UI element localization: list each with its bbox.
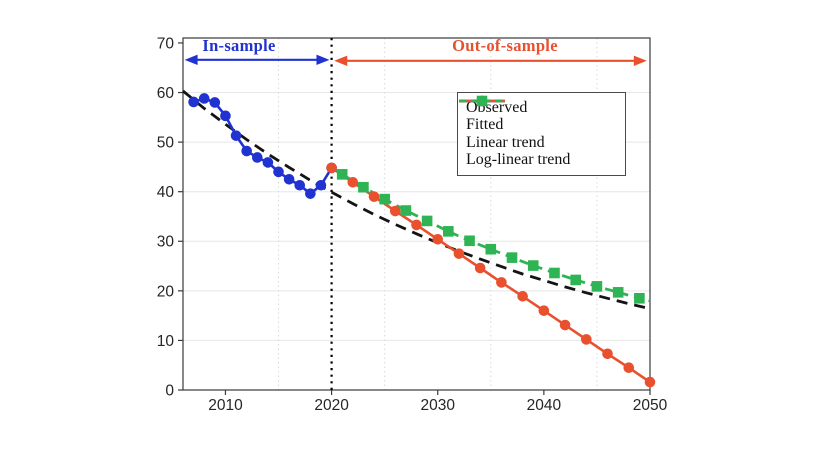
y-tick-label: 30 [157, 234, 175, 251]
x-tick-label: 2020 [314, 397, 349, 414]
circle-marker [273, 166, 284, 178]
x-tick-label: 2040 [527, 397, 562, 414]
y-tick-label: 10 [157, 333, 175, 350]
square-marker [506, 252, 518, 263]
in-sample-arrowhead-left [184, 54, 198, 66]
square-marker [358, 181, 369, 193]
circle-marker [220, 110, 231, 122]
circle-marker [559, 319, 571, 331]
circle-marker [283, 173, 295, 185]
circle-marker [241, 145, 252, 157]
circle-marker [623, 362, 635, 373]
out-of-sample-arrowhead-right [633, 55, 647, 67]
x-tick-label: 2010 [208, 397, 243, 414]
legend-item-log-linear-trend: Log-linear trend [459, 95, 617, 169]
circle-marker [209, 97, 221, 108]
square-marker [549, 267, 560, 279]
out-of-sample-arrowhead-left [334, 55, 348, 67]
circle-marker [517, 290, 528, 302]
circle-marker [315, 179, 327, 191]
square-marker [570, 274, 582, 286]
legend-square-marker [476, 95, 488, 107]
x-tick-label: 2030 [420, 397, 455, 414]
circle-marker [347, 176, 359, 188]
y-tick-label: 70 [157, 35, 175, 52]
square-marker [464, 235, 475, 247]
circle-marker [251, 152, 263, 163]
circle-marker [453, 248, 465, 259]
series-fitted-line [182, 89, 651, 311]
circle-marker [368, 191, 380, 202]
circle-marker [496, 277, 507, 288]
square-marker [400, 205, 412, 216]
out-of-sample-label: Out-of-sample [452, 36, 558, 55]
circle-marker [326, 162, 337, 174]
circle-marker [262, 157, 274, 168]
y-tick-label: 0 [165, 382, 174, 399]
square-marker [485, 243, 497, 255]
square-marker [336, 169, 348, 180]
circle-marker [644, 376, 656, 388]
legend-log-linear-trend-label: Log-linear trend [466, 151, 571, 169]
circle-marker [230, 130, 242, 141]
circle-marker [602, 348, 613, 360]
legend: Observed Fitted Linear trend Log-linear … [457, 92, 626, 176]
circle-marker [389, 205, 401, 217]
legend-fitted-label: Fitted [466, 116, 504, 134]
circle-marker [538, 305, 550, 316]
series-observed-markers [188, 93, 337, 199]
in-sample-label: In-sample [202, 36, 276, 55]
circle-marker [198, 93, 210, 104]
square-marker [379, 193, 390, 205]
circle-marker [305, 188, 316, 199]
series-linear-trend-markers [326, 162, 656, 388]
square-marker [591, 281, 603, 292]
x-tick-label: 2050 [633, 397, 668, 414]
series-log-linear-trend-markers [336, 169, 645, 304]
circle-marker [294, 179, 306, 191]
legend-log-linear-trend-sample-icon [459, 95, 505, 107]
square-marker [527, 260, 539, 271]
y-tick-label: 40 [157, 184, 175, 201]
series-observed-line [193, 97, 333, 195]
square-marker [443, 226, 454, 237]
plot-border [182, 37, 651, 391]
circle-marker [581, 334, 592, 345]
square-marker [634, 292, 645, 304]
circle-marker [432, 233, 444, 245]
square-marker [421, 215, 433, 227]
in-sample-arrowhead-right [316, 54, 330, 66]
circle-marker [411, 219, 422, 231]
legend-item-fitted: Fitted [459, 99, 617, 134]
legend-linear-trend-label: Linear trend [466, 133, 545, 151]
circle-marker [188, 96, 199, 108]
square-marker [612, 287, 624, 298]
circle-marker [474, 262, 486, 274]
y-tick-label: 20 [157, 283, 175, 300]
y-tick-label: 50 [157, 135, 175, 152]
legend-item-linear-trend: Linear trend [459, 95, 617, 151]
y-tick-label: 60 [157, 85, 175, 102]
